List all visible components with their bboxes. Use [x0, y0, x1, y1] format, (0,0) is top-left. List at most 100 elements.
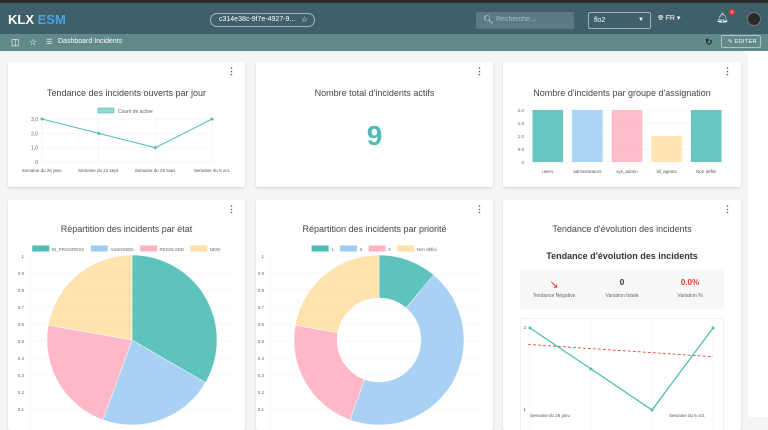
- x-tick-label: Non défini: [696, 169, 716, 174]
- avatar[interactable]: [747, 12, 761, 26]
- more-options-icon[interactable]: ⋮: [723, 204, 732, 214]
- trend-direction: ↘ Tendance Négative: [520, 278, 588, 299]
- y-tick-label: 0.5: [18, 339, 25, 344]
- bar-chart: 0 0.5 1.0 1.5 2.0 users administrators sys_admi…: [518, 108, 726, 174]
- tenant-select[interactable]: flo2 ▼: [588, 12, 651, 29]
- trend-line: [527, 344, 714, 358]
- card-incidents-by-state: ⋮ Répartition des incidents par état 0.1…: [8, 200, 245, 430]
- y-tick-label: 3: [523, 325, 526, 330]
- y-tick-label: 0.3: [18, 373, 25, 378]
- variation-total: 0 Variation totale: [588, 278, 656, 299]
- data-point: [711, 326, 715, 330]
- language-select[interactable]: 🌐︎ FR ▾: [658, 15, 681, 22]
- y-tick-label: 0.6: [18, 322, 25, 327]
- legend-label: IN_PROGRESS: [52, 247, 85, 252]
- legend-label: RESOLVED: [160, 247, 185, 252]
- y-tick-label: 0: [521, 160, 524, 165]
- legend-label: ASSIGNED: [110, 247, 134, 252]
- bar: [690, 110, 722, 162]
- legend-swatch: [368, 245, 386, 252]
- sidebar-toggle-icon[interactable]: ◫: [11, 37, 20, 47]
- y-tick-label: 1.0: [518, 134, 525, 139]
- bar: [611, 110, 643, 162]
- breadcrumb: Dashboard Incidents: [58, 38, 123, 45]
- legend-swatch: [190, 245, 208, 252]
- y-tick-label: 0.4: [258, 356, 265, 361]
- x-tick-label: Semaine du 28 sept.: [135, 168, 176, 173]
- notification-badge: 4: [729, 9, 735, 15]
- y-tick-label: 1,0: [31, 146, 38, 152]
- tenant-value: flo2: [594, 17, 606, 24]
- toolbar: [0, 34, 768, 51]
- trend-plot-area: [520, 318, 724, 430]
- favorite-star-icon[interactable]: ☆: [29, 37, 38, 47]
- search-placeholder: Recherche...: [496, 16, 536, 23]
- legend-label: 3: [360, 247, 363, 252]
- y-tick-label: 1.5: [518, 121, 525, 126]
- more-options-icon[interactable]: ⋮: [227, 204, 236, 214]
- legend-swatch: [397, 245, 415, 252]
- more-options-icon[interactable]: ⋮: [723, 66, 732, 76]
- legend-label: 1: [331, 247, 334, 252]
- legend-label: Non défini: [417, 247, 437, 252]
- more-options-icon[interactable]: ⋮: [475, 66, 484, 76]
- pie-slice-non-défini: [295, 254, 380, 333]
- legend-label: NEW: [210, 247, 221, 252]
- card-title: Nombre d'incidents par groupe d'assignat…: [533, 88, 711, 98]
- doughnut-chart: 0.1 0.2 0.3 0.4 0.5 0.6 0.7 0.8 0.9 1 1 3 4 Non défin…: [258, 245, 480, 430]
- data-point: [589, 367, 593, 371]
- refresh-icon[interactable]: ↻: [705, 37, 713, 47]
- y-tick-label: 2,0: [31, 131, 38, 137]
- data-point: [153, 146, 157, 150]
- legend-label: 4: [388, 247, 391, 252]
- pie-slice-new: [48, 254, 133, 341]
- series-line: [529, 327, 714, 411]
- pencil-icon: ✎: [728, 39, 733, 45]
- card-title: Nombre total d'incidents actifs: [314, 88, 435, 98]
- card-incident-evolution: ⋮ Tendance d'évolution des incidents Ten…: [503, 200, 741, 430]
- record-id-pill[interactable]: c314e38c-9f7e-4927-9... ☆: [210, 13, 315, 27]
- trend-direction-label: Tendance Négative: [532, 293, 576, 299]
- more-options-icon[interactable]: ⋮: [227, 66, 236, 76]
- y-tick-label: 1: [523, 407, 526, 412]
- y-tick-label: 0.6: [258, 322, 265, 327]
- x-tick-label: administrators: [573, 169, 602, 174]
- legend-swatch: [311, 245, 329, 252]
- y-tick-label: 0.2: [258, 390, 265, 395]
- edit-button[interactable]: ✎ EDITER: [721, 35, 761, 48]
- y-tick-label: 0.5: [518, 147, 525, 152]
- y-tick-label: 0.9: [18, 271, 25, 276]
- more-options-icon[interactable]: ⋮: [475, 204, 484, 214]
- search-input[interactable]: 🔍︎ Recherche...: [476, 12, 574, 29]
- bar: [572, 110, 603, 162]
- x-tick-label: Semaine du 21 sept.: [78, 168, 119, 173]
- legend-swatch: [90, 245, 108, 252]
- y-tick-label: 0.4: [18, 356, 25, 361]
- logo[interactable]: KLX ESM: [8, 12, 66, 27]
- y-tick-label: 1: [261, 254, 264, 259]
- star-icon[interactable]: ☆: [300, 15, 308, 24]
- card-total-active-incidents: ⋮ Nombre total d'incidents actifs 9: [256, 62, 493, 187]
- y-tick-label: 0.5: [258, 339, 265, 344]
- logo-accent: ESM: [37, 12, 66, 27]
- card-incident-trend-per-day: ⋮ Tendance des incidents ouverts par jou…: [8, 62, 245, 187]
- bell-icon[interactable]: 🔔︎: [716, 13, 729, 24]
- globe-icon: 🌐︎: [658, 15, 664, 22]
- y-tick-label: 1: [21, 254, 24, 259]
- x-tick-label: users: [542, 169, 554, 174]
- card-title: Tendance d'évolution des incidents: [552, 224, 692, 234]
- data-point: [210, 117, 214, 121]
- scrollbar[interactable]: [748, 51, 768, 417]
- data-point: [650, 408, 654, 412]
- y-tick-label: 0.1: [18, 407, 25, 412]
- chevron-down-icon: ▼: [638, 17, 644, 23]
- legend-swatch: [140, 245, 158, 252]
- variation-pct-label: Variation %: [677, 293, 703, 299]
- legend-swatch: [340, 245, 358, 252]
- pie-chart: 0.1 0.2 0.3 0.4 0.5 0.6 0.7 0.8 0.9 1 IN_PROGRESS A…: [18, 245, 232, 430]
- data-point: [97, 131, 101, 135]
- language-value: FR: [665, 15, 675, 22]
- x-tick-label: Semaine du 5 oct.: [194, 168, 230, 173]
- edit-label: EDITER: [734, 39, 757, 45]
- card-incidents-by-priority: ⋮ Répartition des incidents par priorité…: [256, 200, 493, 430]
